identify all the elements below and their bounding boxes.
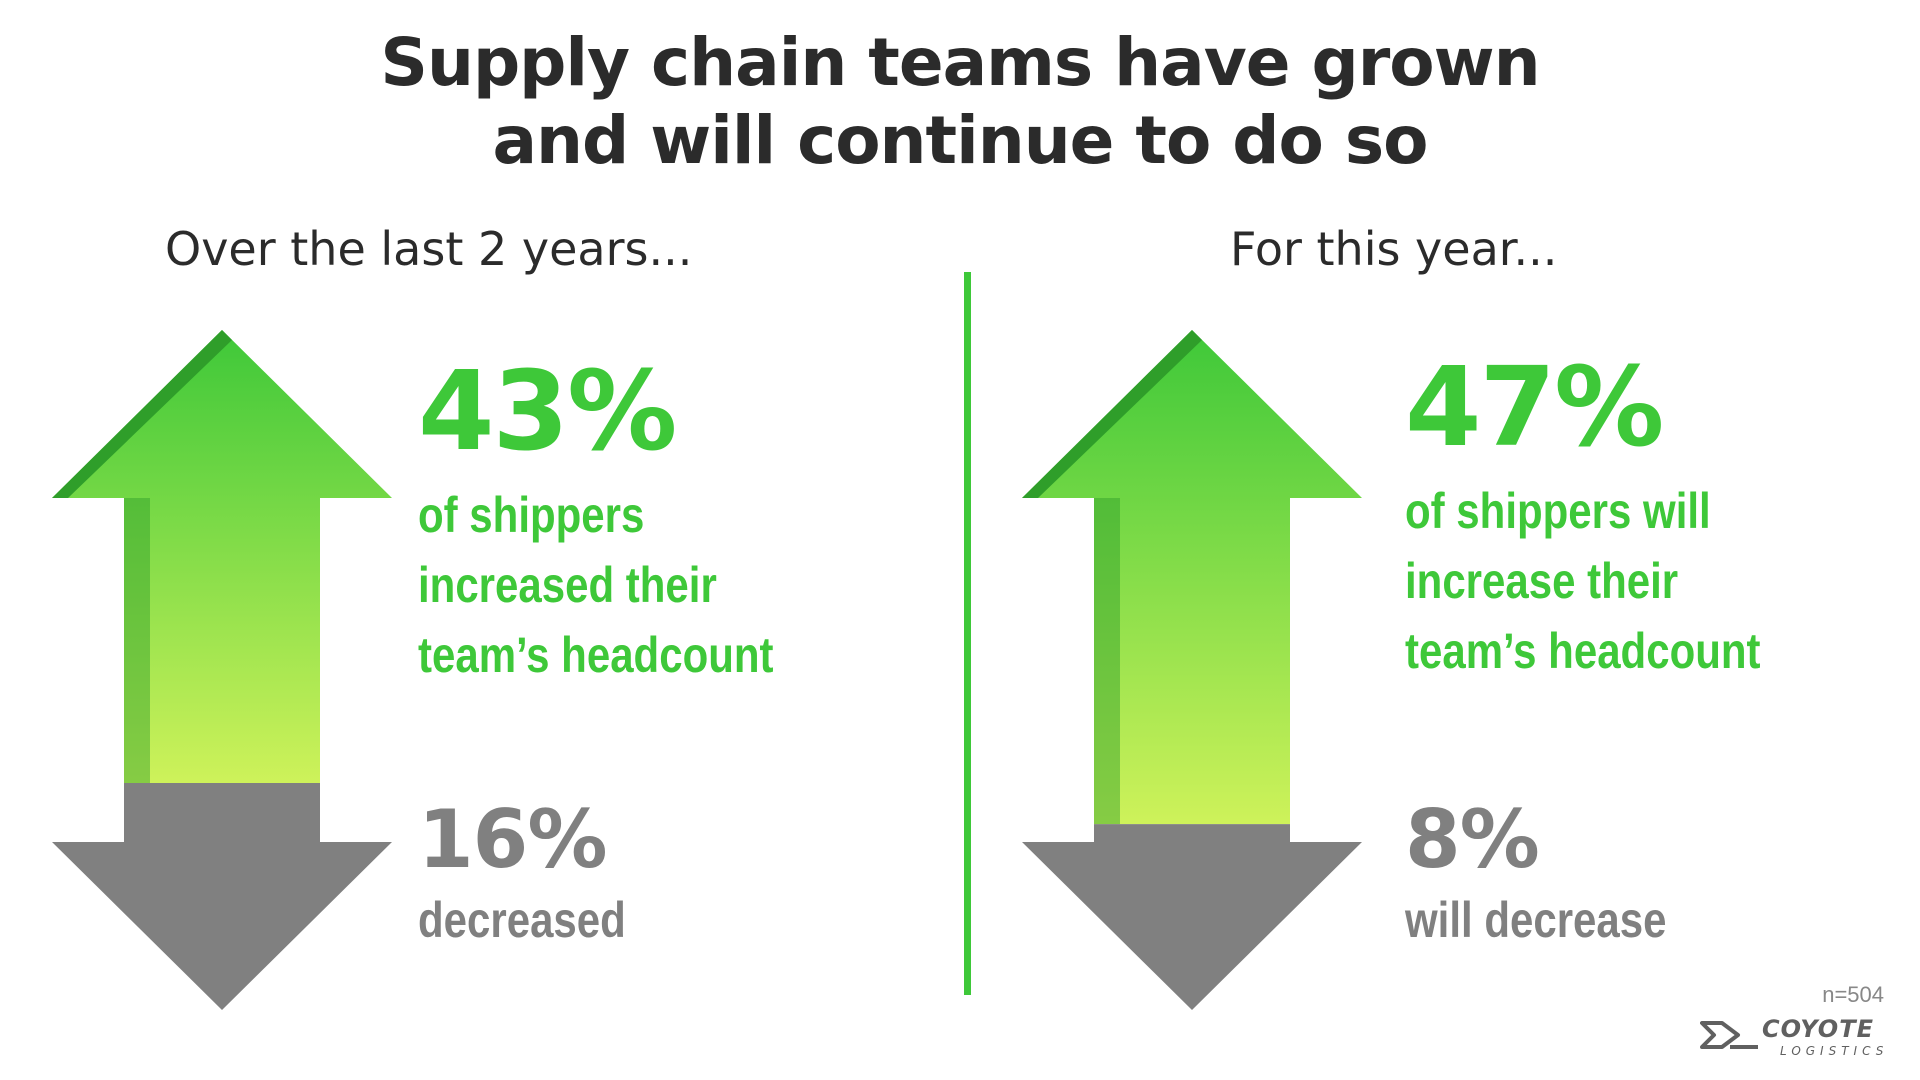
company-logo: COYOTE LOGISTICS bbox=[1700, 1015, 1890, 1065]
left-increase-line-2: increased their bbox=[418, 557, 717, 613]
up-arrow-icon bbox=[52, 330, 392, 784]
right-increase-line-2: increase their bbox=[1405, 553, 1679, 609]
up-arrow-icon bbox=[1022, 330, 1362, 825]
left-increase-percent: 43% bbox=[418, 347, 677, 475]
right-increase-percent: 47% bbox=[1405, 343, 1664, 471]
right-arrow-chart bbox=[1022, 330, 1362, 1010]
down-arrow-icon bbox=[1022, 824, 1362, 1010]
up-arrow-shaft-shadow bbox=[1094, 498, 1120, 825]
down-arrow-icon bbox=[52, 783, 392, 1010]
left-decrease-description: decreased bbox=[418, 892, 626, 948]
sample-size-note: n=504 bbox=[1822, 982, 1884, 1007]
up-arrow-shadow bbox=[52, 330, 232, 498]
left-decrease-percent: 16% bbox=[418, 793, 607, 886]
right-increase-line-1: of shippers will bbox=[1405, 483, 1711, 539]
panel-divider bbox=[964, 272, 971, 995]
left-increase-description: of shippers increased their team’s headc… bbox=[418, 480, 774, 690]
right-decrease-percent: 8% bbox=[1405, 793, 1540, 886]
up-arrow-shaft-shadow bbox=[124, 498, 150, 784]
left-increase-line-3: team’s headcount bbox=[418, 627, 774, 683]
left-panel-subtitle: Over the last 2 years... bbox=[165, 222, 693, 276]
up-arrow-shadow bbox=[1022, 330, 1202, 498]
right-decrease-description: will decrease bbox=[1405, 892, 1667, 948]
right-increase-description: of shippers will increase their team’s h… bbox=[1405, 476, 1761, 686]
chart-title: Supply chain teams have grown and will c… bbox=[0, 24, 1920, 180]
right-increase-line-3: team’s headcount bbox=[1405, 623, 1761, 679]
left-arrow-chart bbox=[52, 330, 392, 1010]
coyote-logo-icon bbox=[1700, 1021, 1758, 1049]
chart-title-line-1: Supply chain teams have grown bbox=[380, 24, 1540, 101]
logo-subtext: LOGISTICS bbox=[1780, 1044, 1889, 1058]
right-panel-subtitle: For this year... bbox=[1230, 222, 1558, 276]
chart-title-line-2: and will continue to do so bbox=[492, 102, 1429, 179]
logo-wordmark: COYOTE bbox=[1762, 1015, 1874, 1043]
left-increase-line-1: of shippers bbox=[418, 487, 645, 543]
